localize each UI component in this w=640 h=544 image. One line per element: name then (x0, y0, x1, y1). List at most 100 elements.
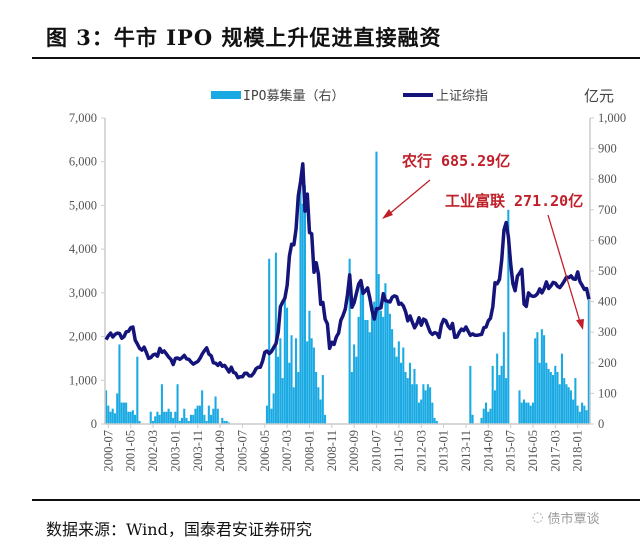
ipo-bar (221, 417, 224, 424)
right-tick-label: 400 (598, 295, 617, 309)
ipo-bar (201, 390, 204, 424)
figure-title: 图 3：牛市 IPO 规模上升促进直接融资 (46, 25, 442, 50)
ipo-bar (272, 393, 275, 424)
right-tick-label: 900 (598, 142, 617, 156)
ipo-bar (424, 390, 427, 424)
ipo-bar (279, 338, 282, 424)
legend-swatch-ipo (211, 91, 241, 99)
ipo-bar (560, 353, 564, 424)
ipo-bar (505, 378, 508, 424)
ipo-bar (377, 274, 380, 424)
ipo-bar (527, 402, 530, 424)
left-tick-label: 2,000 (69, 330, 97, 344)
ipo-bar (227, 422, 230, 424)
ipo-bar (429, 387, 432, 424)
ipo-bar (426, 384, 429, 424)
ipo-bar (554, 365, 557, 424)
ipo-bar (299, 185, 302, 424)
ipo-bar (370, 310, 374, 424)
x-tick-label: 2011-05 (392, 430, 406, 471)
ipo-bar (500, 365, 503, 424)
ipo-bar (212, 408, 215, 424)
bottom-rule (32, 499, 640, 501)
ipo-bar (413, 368, 416, 424)
ipo-bar (496, 353, 499, 424)
right-tick-label: 1,000 (598, 111, 626, 125)
ipo-bar (292, 387, 295, 424)
ipo-bar (286, 307, 289, 424)
ipo-bar (303, 185, 306, 424)
ipo-bar (129, 411, 132, 424)
x-tick-label: 2014-09 (481, 430, 495, 472)
legend: IPO募集量（右） 上证综指 亿元 (211, 87, 614, 105)
ipo-bar (156, 411, 159, 424)
x-tick-label: 2012-03 (414, 430, 428, 472)
ipo-bar (373, 301, 376, 424)
x-tick-label: 2007-03 (280, 430, 294, 472)
ipo-bar (587, 300, 590, 424)
ipo-bar (435, 420, 438, 424)
ipo-bar (422, 384, 425, 424)
ipo-bar (393, 347, 396, 424)
ipo-bar (225, 420, 228, 424)
left-tick-label: 5,000 (69, 198, 97, 212)
ipo-bar (502, 332, 505, 424)
ipo-bar (552, 375, 555, 424)
ipo-bar (583, 405, 586, 424)
ipo-bar (471, 414, 474, 424)
x-tick-label: 2017-03 (548, 430, 562, 472)
ipo-bar (384, 283, 387, 424)
ipo-bar (283, 295, 286, 424)
right-tick-label: 700 (598, 203, 617, 217)
right-tick-label: 0 (598, 417, 604, 431)
ipo-bar (122, 402, 125, 424)
ipo-bar (569, 390, 572, 424)
x-tick-label: 2008-01 (303, 430, 317, 472)
ipo-bar (538, 362, 541, 424)
ipo-bar (493, 390, 496, 424)
left-tick-label: 0 (91, 417, 97, 431)
ipo-bar (306, 341, 309, 424)
right-tick-label: 100 (598, 386, 617, 400)
ipo-bar (185, 417, 188, 424)
ipo-bar (210, 414, 213, 424)
x-tick-label: 2003-11 (191, 430, 205, 471)
left-tick-label: 1,000 (69, 373, 97, 387)
ipo-bar (388, 313, 391, 424)
ipo-bar (366, 319, 369, 424)
ipo-bar (268, 258, 271, 424)
ipo-bar (357, 316, 360, 424)
ipo-bar (203, 414, 206, 424)
ipo-bar (324, 414, 327, 424)
x-tick-label: 2008-11 (325, 430, 339, 471)
ipo-bar (379, 310, 382, 424)
ipo-bar (433, 417, 436, 424)
ipo-bar (482, 408, 485, 424)
ipo-bar (301, 203, 304, 424)
ipo-bar (585, 410, 588, 424)
ipo-bar (174, 411, 177, 424)
ipo-bar (431, 402, 434, 424)
ipo-bar (111, 408, 114, 424)
ipo-bar (105, 390, 108, 424)
ipo-bar (116, 393, 119, 424)
ipo-bar (277, 356, 280, 424)
x-tick-label: 2004-09 (213, 430, 227, 472)
ipo-bar (196, 405, 199, 424)
annotation-abc-arrowhead (382, 209, 393, 219)
ipo-bar (469, 365, 472, 424)
ipo-bar (288, 362, 291, 424)
ipo-bar (294, 338, 298, 424)
left-tick-label: 6,000 (69, 155, 97, 169)
ipo-bar (348, 258, 351, 424)
x-tick-label: 2016-05 (526, 430, 540, 472)
ipo-bar (131, 410, 134, 424)
ipo-bar (556, 371, 559, 424)
ipo-bar (205, 420, 208, 424)
right-tick-label: 300 (598, 325, 617, 339)
ipo-bar (520, 402, 523, 424)
top-rule (32, 57, 640, 59)
x-tick-label: 2018-01 (571, 430, 585, 472)
ipo-bar (391, 329, 394, 424)
